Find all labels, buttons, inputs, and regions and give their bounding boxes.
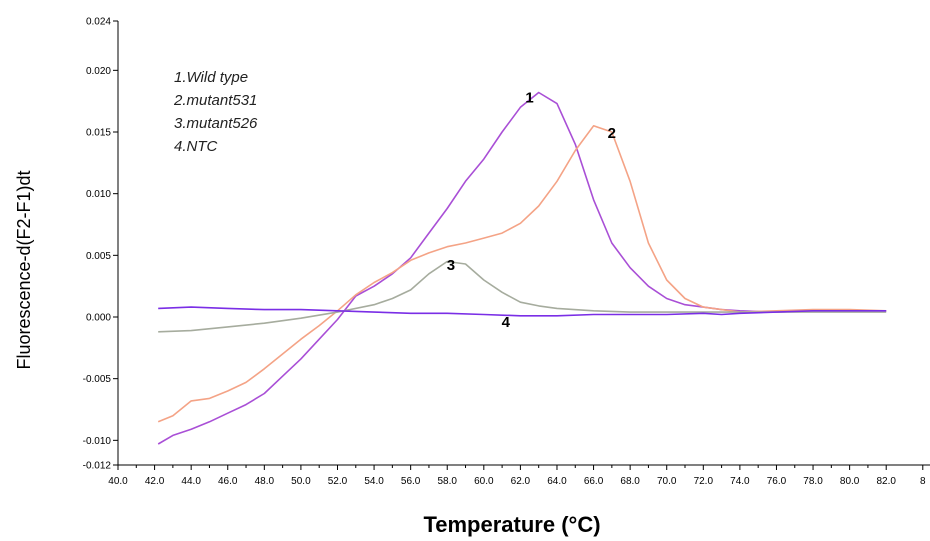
series-line-2 <box>157 125 887 423</box>
y-axis-title: Fluorescence-d(F2-F1)dt <box>14 170 34 369</box>
x-tick-label: 62.0 <box>511 476 531 487</box>
curve-label-3: 3 <box>447 257 455 274</box>
curve-labels: 1 2 3 4 <box>447 89 616 330</box>
y-tick-label: -0.012 <box>83 461 112 472</box>
x-tick-label: 76.0 <box>767 476 787 487</box>
legend-entry: 3.mutant526 <box>174 115 258 132</box>
y-tick-label: 0.000 <box>86 313 111 324</box>
x-tick-label: 52.0 <box>328 476 348 487</box>
x-tick-label: 48.0 <box>255 476 275 487</box>
y-tick-label: 0.010 <box>86 189 111 200</box>
x-tick-label: 72.0 <box>694 476 714 487</box>
y-tick-label: 0.020 <box>86 66 111 77</box>
y-axis: 0.024 0.020 0.015 0.010 0.005 0.000 -0.005 -0.0… <box>83 17 119 472</box>
x-tick-label: 80.0 <box>840 476 860 487</box>
x-tick-label: 50.0 <box>291 476 311 487</box>
x-axis-title: Temperature (°C) <box>423 512 600 537</box>
legend-entry: 4.NTC <box>174 138 218 155</box>
x-tick-label: 74.0 <box>730 476 750 487</box>
y-tick-label: 0.024 <box>86 17 111 28</box>
y-tick-label: 0.005 <box>86 251 111 262</box>
series-line-1 <box>157 91 887 445</box>
series-layer <box>157 91 887 445</box>
x-tick-label: 58.0 <box>437 476 457 487</box>
x-tick-label: 60.0 <box>474 476 494 487</box>
x-tick-label: 68.0 <box>620 476 640 487</box>
x-tick-label: 66.0 <box>584 476 604 487</box>
series-line-3 <box>158 260 887 333</box>
x-tick-label: 46.0 <box>218 476 238 487</box>
x-tick-label: 42.0 <box>145 476 165 487</box>
y-tick-label: 0.015 <box>86 128 111 139</box>
x-axis: 40.0 42.0 44.0 46.0 48.0 50.0 52.0 54.0 56.0 58.0… <box>108 464 930 487</box>
y-tick-label: -0.005 <box>83 374 112 385</box>
x-tick-label: 8 <box>920 476 926 487</box>
x-tick-label: 70.0 <box>657 476 677 487</box>
x-tick-label: 56.0 <box>401 476 421 487</box>
legend-entry: 2.mutant531 <box>173 92 257 109</box>
x-tick-label: 44.0 <box>181 476 201 487</box>
x-tick-label: 82.0 <box>876 476 896 487</box>
x-tick-label: 54.0 <box>364 476 384 487</box>
curve-label-4: 4 <box>502 314 511 331</box>
curve-label-1: 1 <box>525 89 533 106</box>
x-tick-label: 64.0 <box>547 476 567 487</box>
legend: 1.Wild type 2.mutant531 3.mutant526 4.NTC <box>173 69 258 155</box>
y-tick-label: -0.010 <box>83 436 112 447</box>
series-line-4 <box>158 306 887 317</box>
x-tick-label: 40.0 <box>108 476 128 487</box>
legend-entry: 1.Wild type <box>174 69 248 86</box>
curve-label-2: 2 <box>608 125 616 142</box>
x-tick-label: 78.0 <box>803 476 823 487</box>
